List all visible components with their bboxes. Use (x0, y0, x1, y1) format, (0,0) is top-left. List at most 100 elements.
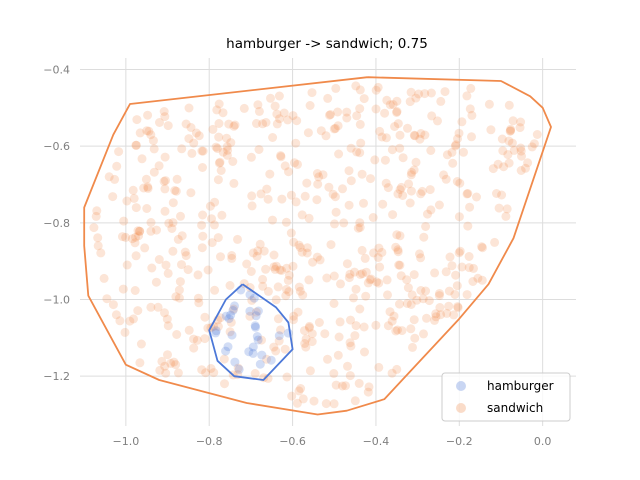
sandwich-point (453, 303, 463, 313)
sandwich-point (193, 293, 203, 303)
sandwich-point (289, 311, 299, 321)
sandwich-point (205, 201, 215, 211)
hamburger-hull (208, 283, 294, 381)
sandwich-point (246, 267, 256, 276)
sandwich-point (168, 246, 178, 256)
sandwich-point (163, 350, 172, 360)
sandwich-point (402, 299, 412, 308)
sandwich-point (134, 231, 144, 241)
sandwich-point (508, 116, 518, 126)
sandwich-point (209, 220, 219, 230)
sandwich-point (365, 275, 375, 285)
sandwich-point (434, 291, 444, 301)
sandwich-point (395, 231, 405, 241)
sandwich-point (112, 161, 122, 171)
sandwich-point (167, 224, 177, 233)
hamburger-point (245, 290, 255, 300)
sandwich-point (339, 218, 349, 228)
sandwich-point (361, 267, 371, 277)
sandwich-point (135, 128, 145, 138)
sandwich-point (349, 293, 358, 303)
sandwich-point (392, 96, 402, 106)
sandwich-point (302, 178, 312, 188)
sandwich-point (187, 148, 197, 158)
sandwich-point (93, 241, 103, 251)
sandwich-point (284, 270, 294, 280)
sandwich-point (450, 141, 460, 151)
sandwich-point (215, 157, 225, 167)
sandwich-point (329, 299, 339, 308)
sandwich-point (210, 197, 220, 207)
sandwich-point (247, 201, 257, 211)
sandwich-point (300, 339, 310, 348)
sandwich-point (392, 230, 402, 240)
sandwich-point (284, 287, 294, 297)
sandwich-point (226, 138, 236, 148)
sandwich-point (465, 202, 475, 212)
sandwich-point (216, 166, 226, 175)
sandwich-point (270, 264, 280, 274)
sandwich-point (268, 133, 278, 142)
sandwich-point (375, 126, 385, 136)
sandwich-point (186, 123, 196, 132)
sandwich-point (374, 362, 384, 372)
sandwich-point (387, 145, 397, 155)
hamburger-point (253, 335, 263, 345)
sandwich-point (283, 275, 293, 285)
sandwich-point (337, 381, 347, 391)
sandwich-point (271, 261, 281, 271)
sandwich-point (186, 188, 196, 198)
sandwich-point (462, 91, 472, 101)
sandwich-point (371, 104, 381, 114)
sandwich-point (459, 147, 468, 157)
hamburger-point (227, 330, 237, 340)
sandwich-point (409, 270, 419, 280)
sandwich-point (293, 159, 302, 169)
sandwich-point (345, 338, 355, 348)
x-tick-label: −1.0 (112, 435, 139, 448)
sandwich-point (316, 126, 326, 136)
sandwich-point (330, 123, 340, 133)
sandwich-point (166, 358, 176, 368)
sandwich-point (262, 184, 272, 194)
sandwich-point (342, 113, 352, 123)
sandwich-point (406, 170, 416, 180)
hamburger-point (211, 326, 221, 336)
sandwich-point (269, 250, 279, 260)
sandwich-point (181, 119, 191, 129)
hamburger-point (245, 306, 255, 316)
sandwich-point (442, 308, 452, 318)
sandwich-point (118, 232, 127, 242)
sandwich-point (457, 262, 467, 272)
sandwich-point (146, 302, 156, 312)
sandwich-point (407, 167, 417, 177)
sandwich-point (478, 243, 487, 253)
sandwich-point (373, 82, 383, 92)
sandwich-point (393, 245, 403, 255)
sandwich-point (171, 360, 181, 370)
sandwich-point (388, 100, 398, 109)
sandwich-point (140, 243, 150, 253)
sandwich-point (420, 130, 430, 140)
sandwich-point (307, 88, 317, 98)
sandwich-point (248, 248, 258, 258)
sandwich-point (149, 144, 159, 154)
sandwich-point (135, 226, 145, 236)
hamburger-point (226, 310, 236, 320)
convex-hulls (83, 76, 552, 416)
sandwich-point (477, 275, 487, 285)
sandwich-point (506, 124, 516, 134)
sandwich-point (372, 277, 382, 287)
sandwich-point (341, 381, 350, 391)
sandwich-point (211, 142, 221, 152)
sandwich-point (302, 243, 312, 253)
hamburger-point (230, 301, 239, 311)
sandwich-point (149, 167, 159, 177)
sandwich-point (454, 128, 464, 138)
sandwich-point (247, 295, 257, 305)
sandwich-point (494, 203, 504, 213)
sandwich-point (171, 292, 181, 302)
sandwich-point (312, 252, 322, 262)
sandwich-point (305, 101, 315, 110)
